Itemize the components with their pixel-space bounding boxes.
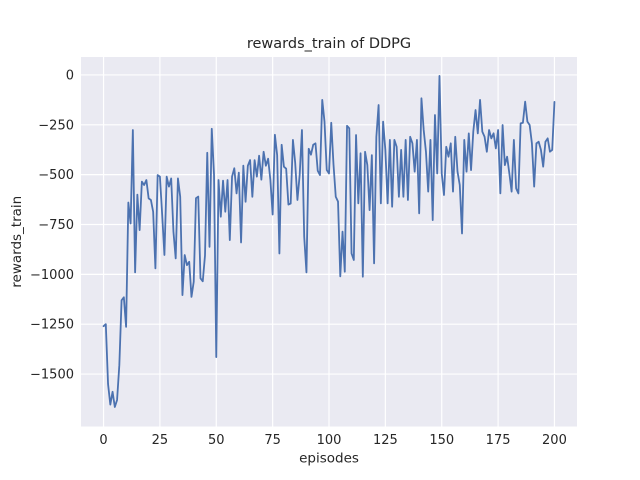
x-tick-label: 125	[373, 433, 398, 448]
x-tick-label: 175	[486, 433, 511, 448]
y-tick-label: −1250	[30, 318, 74, 333]
y-axis-label: rewards_train	[9, 196, 25, 288]
y-tick-label: 0	[66, 68, 74, 83]
y-tick-label: −250	[38, 118, 74, 133]
x-tick-labels: 0 25 50 75 100 125 150 175 200	[99, 433, 566, 448]
chart-title: rewards_train of DDPG	[247, 36, 411, 52]
y-tick-label: −750	[38, 218, 74, 233]
x-tick-label: 25	[152, 433, 169, 448]
y-tick-label: −500	[38, 168, 74, 183]
x-tick-label: 75	[264, 433, 281, 448]
x-tick-label: 100	[317, 433, 342, 448]
x-axis-label: episodes	[299, 451, 359, 467]
y-tick-label: −1500	[30, 368, 74, 383]
x-tick-label: 50	[208, 433, 225, 448]
x-tick-label: 150	[429, 433, 454, 448]
x-tick-label: 200	[542, 433, 567, 448]
y-tick-labels: 0 −250 −500 −750 −1000 −1250 −1500	[30, 68, 74, 382]
x-tick-label: 0	[99, 433, 107, 448]
rewards-line	[102, 75, 556, 408]
y-tick-label: −1000	[30, 268, 74, 283]
